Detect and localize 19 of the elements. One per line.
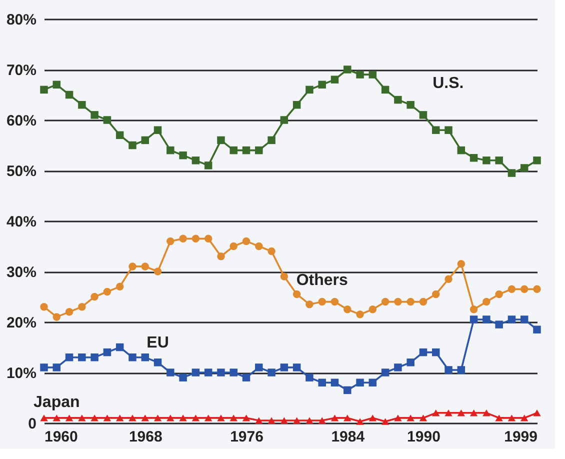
series-label: U.S. — [432, 74, 464, 92]
y-tick-label: 40% — [6, 214, 36, 230]
y-tick-label: 20% — [6, 314, 36, 332]
x-tick-label: 1976 — [230, 428, 264, 446]
y-tick-label: 30% — [6, 264, 36, 281]
x-tick-label: 1999 — [504, 428, 538, 446]
x-tick-label: 1984 — [331, 428, 366, 446]
y-tick-label: 60% — [6, 112, 36, 130]
series-label: EU — [146, 334, 169, 352]
series-label: Others — [296, 272, 348, 289]
series-label: Japan — [34, 394, 80, 411]
y-tick-label: 10% — [6, 365, 36, 382]
y-tick-label: 50% — [6, 163, 36, 180]
y-tick-label: 0 — [28, 416, 36, 432]
x-tick-label: 1960 — [44, 428, 78, 446]
y-tick-label: 80% — [6, 12, 36, 28]
y-tick-label: 70% — [6, 62, 36, 79]
x-tick-label: 1990 — [407, 428, 440, 446]
x-tick-label: 1968 — [128, 428, 162, 446]
